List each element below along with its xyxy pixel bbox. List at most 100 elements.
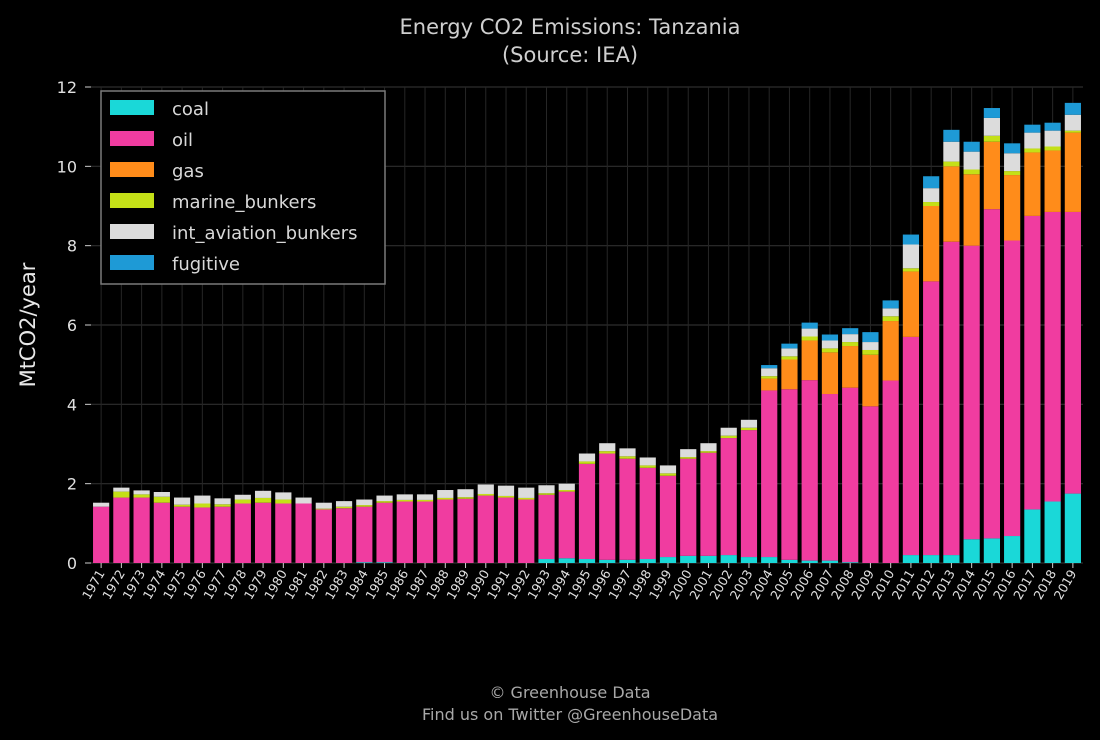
bar-int_aviation_bunkers-2004 [761,368,778,377]
bar-marine_bunkers-2004 [761,376,778,379]
bars [93,102,1081,563]
bar-gas-2015 [983,141,1000,210]
bar-coal-2018 [1044,501,1061,563]
chart-subtitle: (Source: IEA) [502,43,638,67]
bar-oil-1995 [578,463,596,560]
bar-gas-2010 [882,321,899,381]
bar-int_aviation_bunkers-1977 [214,498,231,505]
bar-marine_bunkers-2016 [1004,171,1021,176]
bar-marine_bunkers-1986 [396,499,413,502]
bar-int_aviation_bunkers-1972 [113,487,130,492]
bar-gas-2013 [943,166,960,242]
bar-coal-2017 [1024,509,1041,563]
bar-oil-1984 [356,506,373,563]
bar-oil-2006 [801,380,818,561]
bar-marine_bunkers-2010 [882,316,899,322]
bar-coal-2004 [761,557,778,563]
bar-int_aviation_bunkers-2011 [902,244,920,269]
bar-oil-1981 [295,503,312,563]
bar-int_aviation_bunkers-1988 [437,490,454,498]
y-tick-label: 12 [57,78,77,97]
bar-int_aviation_bunkers-1982 [315,502,332,509]
bar-oil-1986 [396,501,413,563]
bar-oil-1983 [335,508,353,563]
bar-oil-1999 [659,475,677,558]
legend-box [100,90,386,285]
bar-oil-2012 [923,281,940,556]
bar-fugitive-2015 [983,108,1000,118]
legend-swatch-int_aviation_bunkers [110,224,154,239]
bar-coal-2001 [700,555,717,563]
bar-oil-1988 [437,499,454,563]
bar-marine_bunkers-1980 [275,499,292,504]
bar-marine_bunkers-2001 [700,451,717,453]
legend-swatch-coal [110,100,154,115]
bar-oil-2014 [963,245,980,540]
bar-oil-1998 [639,467,656,560]
bar-oil-2004 [761,390,778,558]
bar-int_aviation_bunkers-1981 [295,497,312,504]
y-tick-label: 6 [67,316,77,335]
bar-oil-1974 [153,502,170,563]
bar-coal-1998 [639,559,656,563]
bar-coal-1997 [619,559,636,563]
bar-marine_bunkers-1997 [619,456,636,459]
bar-gas-2016 [1004,175,1021,241]
bar-int_aviation_bunkers-2005 [781,348,798,357]
bar-oil-1977 [214,506,231,563]
bar-int_aviation_bunkers-1992 [518,487,535,498]
bar-oil-2001 [700,452,717,556]
bar-fugitive-2018 [1044,122,1061,131]
bar-fugitive-2019 [1064,102,1081,115]
bar-coal-1993 [538,559,555,563]
bar-marine_bunkers-2015 [983,135,1000,142]
bar-int_aviation_bunkers-2009 [862,342,879,350]
bar-marine_bunkers-1994 [558,490,575,492]
bar-marine_bunkers-1982 [315,508,332,510]
bar-marine_bunkers-2019 [1064,130,1081,133]
bar-coal-2007 [821,560,839,563]
footer-twitter: Find us on Twitter @GreenhouseData [422,705,718,724]
bar-int_aviation_bunkers-1980 [275,492,292,500]
bar-gas-2006 [801,340,818,381]
bar-int_aviation_bunkers-1991 [497,485,515,496]
legend-label-int_aviation_bunkers: int_aviation_bunkers [172,223,358,244]
bar-marine_bunkers-1993 [538,493,555,495]
bar-coal-2015 [983,538,1000,563]
bar-oil-2018 [1044,211,1061,502]
bar-gas-2011 [902,271,920,337]
bar-coal-2006 [801,560,818,563]
bar-int_aviation_bunkers-2017 [1024,132,1041,149]
y-tick-label: 2 [67,475,77,494]
bar-marine_bunkers-1984 [356,505,373,507]
bar-int_aviation_bunkers-1974 [153,491,170,497]
bar-marine_bunkers-1987 [416,499,434,502]
bar-int_aviation_bunkers-1995 [578,453,596,462]
bar-int_aviation_bunkers-2003 [740,419,758,428]
bar-int_aviation_bunkers-2019 [1064,114,1081,131]
bar-oil-1976 [194,507,211,563]
bar-oil-1990 [477,495,494,563]
bar-coal-2012 [923,555,940,563]
bar-coal-1999 [659,557,677,563]
bar-int_aviation_bunkers-1993 [538,485,555,494]
bar-oil-2013 [943,241,960,556]
legend-swatch-gas [110,162,154,177]
bar-int_aviation_bunkers-1975 [174,497,191,505]
bar-marine_bunkers-1979 [254,497,272,503]
bar-fugitive-2008 [842,328,859,335]
bar-fugitive-2010 [882,300,899,309]
bar-int_aviation_bunkers-1971 [93,502,110,507]
bar-oil-1993 [538,494,555,560]
legend-label-marine_bunkers: marine_bunkers [172,192,316,213]
bar-marine_bunkers-1972 [113,491,130,498]
y-axis-label: MtCO2/year [16,262,40,387]
bar-int_aviation_bunkers-1994 [558,483,575,491]
bar-oil-2007 [821,394,839,561]
bar-oil-1979 [254,502,272,563]
legend-swatch-marine_bunkers [110,193,154,208]
bar-oil-2005 [781,389,798,560]
bar-oil-1985 [376,502,393,563]
bar-oil-2003 [740,430,758,558]
bar-int_aviation_bunkers-1979 [254,490,272,498]
